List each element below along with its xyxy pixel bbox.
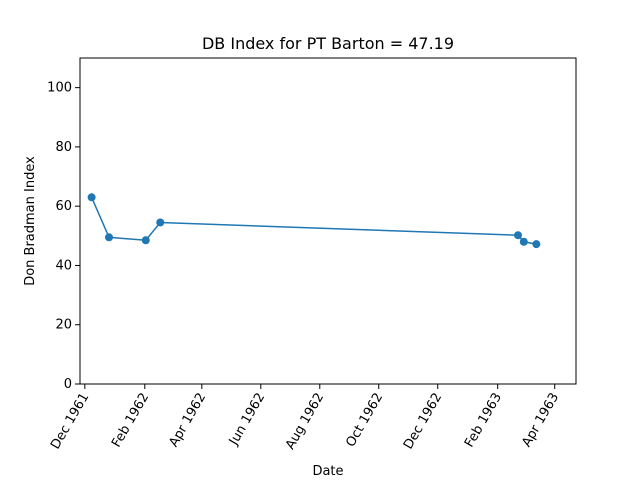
y-tick-label: 100 xyxy=(47,81,72,96)
x-tick-label: Dec 1962 xyxy=(401,391,445,453)
x-tick-label: Feb 1962 xyxy=(109,391,152,451)
x-tick-label: Apr 1963 xyxy=(519,391,562,450)
data-point xyxy=(105,233,114,242)
x-axis: Dec 1961 Feb 1962 Apr 1962 Jun 1962 Aug 1962… xyxy=(48,384,562,452)
data-point xyxy=(87,193,96,202)
plot-frame xyxy=(79,57,577,385)
y-tick-label: 0 xyxy=(64,377,72,392)
x-tick-label: Apr 1962 xyxy=(166,391,209,450)
y-tick-label: 60 xyxy=(55,199,72,214)
y-tick-label: 40 xyxy=(55,258,72,273)
y-tick-label: 20 xyxy=(55,318,72,333)
y-axis: 0 20 40 60 80 100 xyxy=(47,81,80,392)
y-axis-label: Don Bradman Index xyxy=(23,156,38,286)
x-tick-label: Oct 1962 xyxy=(343,391,386,450)
x-tick-label: Dec 1961 xyxy=(48,391,92,453)
x-tick-label: Jun 1962 xyxy=(226,391,268,449)
data-point xyxy=(532,240,541,249)
data-point xyxy=(141,236,150,245)
data-point xyxy=(513,231,522,240)
chart-title: DB Index for PT Barton = 47.19 xyxy=(202,34,454,53)
y-tick-label: 80 xyxy=(55,140,72,155)
x-tick-label: Feb 1963 xyxy=(462,391,505,451)
series-layer xyxy=(87,193,541,249)
data-point xyxy=(156,218,165,227)
x-tick-label: Aug 1962 xyxy=(283,391,327,453)
data-point xyxy=(519,237,528,246)
x-axis-label: Date xyxy=(312,464,343,479)
